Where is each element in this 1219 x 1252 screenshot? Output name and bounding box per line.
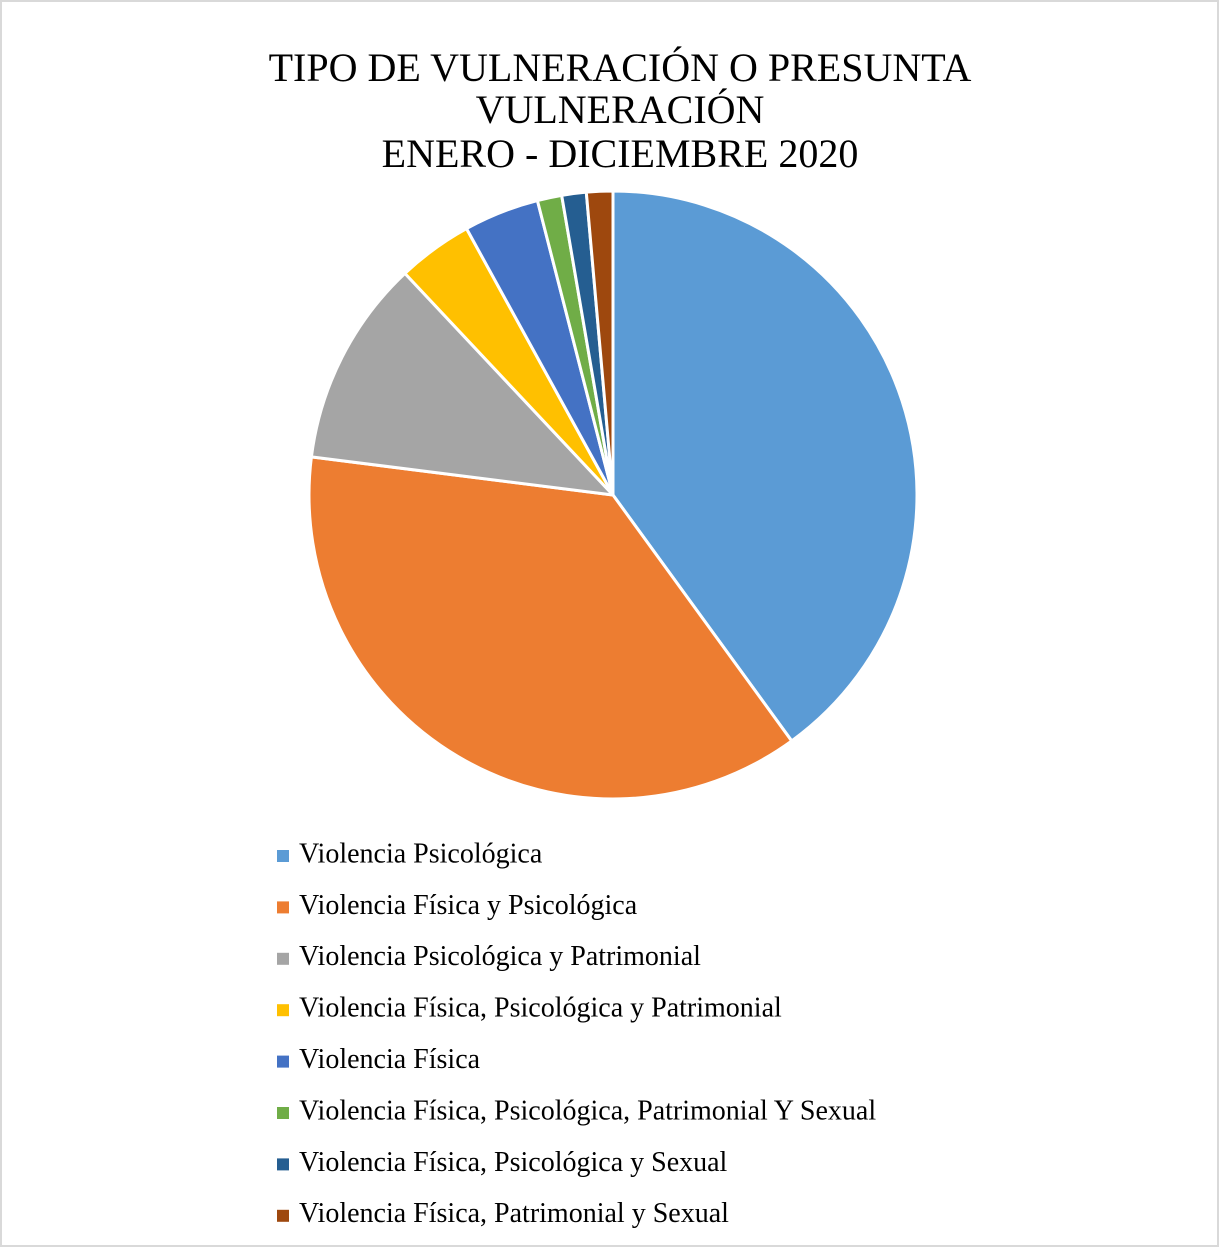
legend-label: Violencia Física, Psicológica, Patrimoni… [299,1095,876,1126]
legend-label: Violencia Física, Psicológica y Patrimon… [299,993,782,1024]
legend-swatch [277,850,289,862]
legend-swatch [277,1004,289,1017]
legend-label: Violencia Física y Psicológica [299,890,638,921]
legend-label: Violencia Física, Psicológica y Sexual [299,1147,728,1178]
pie-slice [309,271,615,497]
legend-label: Violencia Física, Patrimonial y Sexual [299,1198,729,1229]
chart-title: TIPO DE VULNERACIÓN O PRESUNTA [269,45,972,90]
chart-title: ENERO - DICIEMBRE 2020 [382,131,859,176]
legend-swatch [277,1158,289,1171]
legend-label: Violencia Física [299,1044,481,1075]
chart-title: VULNERACIÓN [476,87,765,132]
pie-slice [307,455,794,801]
legend-label: Violencia Psicológica [299,838,543,869]
legend-swatch [277,901,289,914]
pie-slice [584,189,615,497]
legend-swatch [277,952,289,965]
legend-swatch [277,1055,289,1068]
legend-swatch [277,1107,289,1119]
pie-slice [611,189,919,743]
legend-swatch [277,1209,289,1222]
legend-label: Violencia Psicológica y Patrimonial [299,941,701,972]
